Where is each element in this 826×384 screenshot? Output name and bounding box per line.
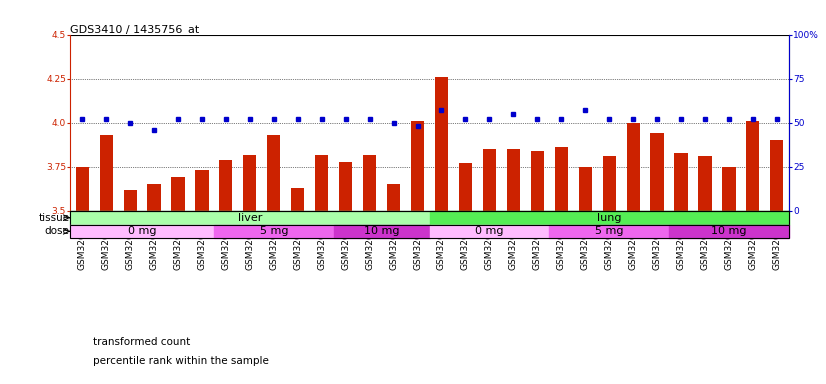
Bar: [603, 156, 615, 384]
Bar: [148, 184, 160, 384]
Bar: [430, 211, 789, 225]
Bar: [507, 149, 520, 384]
Bar: [459, 163, 472, 384]
Bar: [411, 121, 424, 384]
Bar: [172, 177, 184, 384]
Text: percentile rank within the sample: percentile rank within the sample: [93, 356, 269, 366]
Bar: [70, 225, 214, 238]
Bar: [316, 154, 328, 384]
Bar: [100, 135, 112, 384]
Bar: [70, 211, 430, 225]
Bar: [292, 188, 304, 384]
Bar: [268, 135, 280, 384]
Bar: [430, 225, 549, 238]
Text: lung: lung: [597, 213, 621, 223]
Bar: [483, 149, 496, 384]
Bar: [220, 160, 232, 384]
Bar: [387, 184, 400, 384]
Bar: [339, 162, 352, 384]
Bar: [531, 151, 544, 384]
Bar: [124, 190, 136, 384]
Bar: [579, 167, 591, 384]
Bar: [76, 167, 88, 384]
Bar: [196, 170, 208, 384]
Bar: [214, 225, 334, 238]
Text: dose: dose: [45, 226, 69, 236]
Bar: [555, 147, 567, 384]
Bar: [549, 225, 669, 238]
Text: 10 mg: 10 mg: [364, 226, 399, 236]
Bar: [699, 156, 711, 384]
Bar: [747, 121, 759, 384]
Bar: [669, 225, 789, 238]
Bar: [723, 167, 735, 384]
Text: tissue: tissue: [39, 213, 69, 223]
Text: liver: liver: [238, 213, 262, 223]
Text: GDS3410 / 1435756_at: GDS3410 / 1435756_at: [70, 24, 199, 35]
Text: transformed count: transformed count: [93, 337, 191, 347]
Bar: [675, 153, 687, 384]
Bar: [363, 154, 376, 384]
Text: 5 mg: 5 mg: [595, 226, 624, 236]
Text: 0 mg: 0 mg: [475, 226, 504, 236]
Bar: [627, 123, 639, 384]
Text: 0 mg: 0 mg: [128, 226, 156, 236]
Text: 10 mg: 10 mg: [711, 226, 747, 236]
Bar: [334, 225, 430, 238]
Bar: [651, 133, 663, 384]
Bar: [244, 154, 256, 384]
Bar: [435, 77, 448, 384]
Text: 5 mg: 5 mg: [259, 226, 288, 236]
Bar: [771, 141, 783, 384]
